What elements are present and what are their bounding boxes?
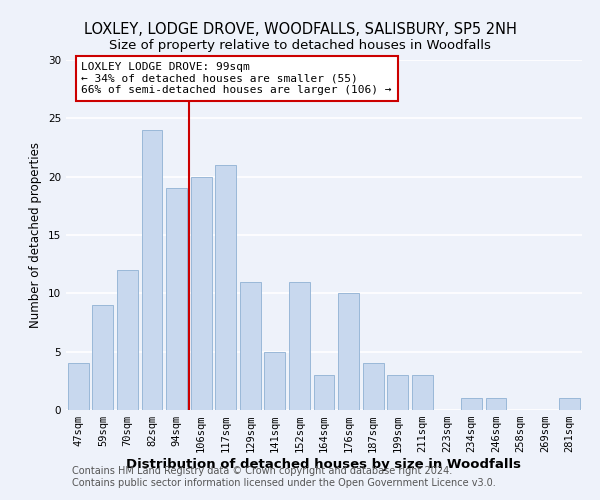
Bar <box>387 375 408 410</box>
Y-axis label: Number of detached properties: Number of detached properties <box>29 142 43 328</box>
Bar <box>412 375 433 410</box>
Bar <box>215 165 236 410</box>
Bar <box>142 130 163 410</box>
Text: LOXLEY, LODGE DROVE, WOODFALLS, SALISBURY, SP5 2NH: LOXLEY, LODGE DROVE, WOODFALLS, SALISBUR… <box>83 22 517 38</box>
X-axis label: Distribution of detached houses by size in Woodfalls: Distribution of detached houses by size … <box>127 458 521 471</box>
Bar <box>68 364 89 410</box>
Bar <box>240 282 261 410</box>
Bar <box>265 352 286 410</box>
Text: Size of property relative to detached houses in Woodfalls: Size of property relative to detached ho… <box>109 39 491 52</box>
Bar <box>485 398 506 410</box>
Text: Contains HM Land Registry data © Crown copyright and database right 2024.
Contai: Contains HM Land Registry data © Crown c… <box>72 466 496 487</box>
Bar <box>117 270 138 410</box>
Text: LOXLEY LODGE DROVE: 99sqm
← 34% of detached houses are smaller (55)
66% of semi-: LOXLEY LODGE DROVE: 99sqm ← 34% of detac… <box>82 62 392 95</box>
Bar <box>191 176 212 410</box>
Bar <box>338 294 359 410</box>
Bar <box>166 188 187 410</box>
Bar <box>559 398 580 410</box>
Bar <box>92 305 113 410</box>
Bar <box>461 398 482 410</box>
Bar <box>314 375 334 410</box>
Bar <box>289 282 310 410</box>
Bar <box>362 364 383 410</box>
